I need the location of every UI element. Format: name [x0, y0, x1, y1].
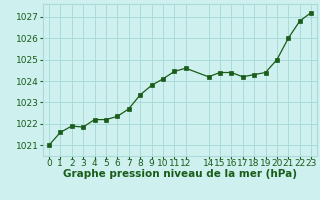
X-axis label: Graphe pression niveau de la mer (hPa): Graphe pression niveau de la mer (hPa)	[63, 169, 297, 179]
